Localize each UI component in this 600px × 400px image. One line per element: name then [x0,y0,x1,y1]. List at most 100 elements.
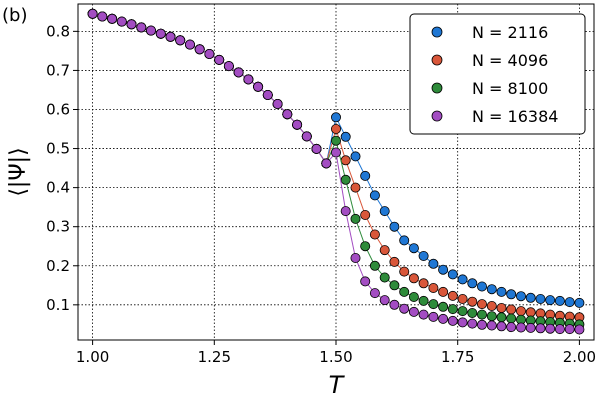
data-point [486,320,497,331]
series-4 [87,8,585,335]
data-point [282,109,293,120]
x-tick-label: 1.75 [441,348,474,366]
data-point [438,286,449,297]
y-tick-label: 0.7 [46,61,70,79]
data-point [379,245,390,256]
data-point [360,170,371,181]
data-point [223,61,234,72]
data-point [554,295,565,306]
data-point [516,322,527,333]
data-point [506,304,517,315]
data-point [486,311,497,322]
legend-box [409,13,586,135]
data-point [516,291,527,302]
data-point [467,307,478,318]
x-tick-label: 1.00 [76,348,109,366]
data-point [379,295,390,306]
y-tick-label: 0.4 [46,179,70,197]
data-point [506,289,517,300]
data-point [204,49,215,60]
data-point [399,286,410,297]
data-point [418,250,429,261]
legend-marker [431,26,443,38]
data-point [107,13,118,24]
x-axis-label: T [329,371,346,399]
data-point [467,278,478,289]
data-point [389,299,400,310]
data-point [457,293,468,304]
data-point [408,273,419,284]
y-tick-label: 0.8 [46,22,70,40]
y-tick-label: 0.6 [46,100,70,118]
data-point [379,272,390,283]
plot-area [87,8,585,335]
data-point [457,306,468,317]
data-point [428,299,439,310]
data-point [360,276,371,287]
legend-label: N = 16384 [472,107,558,126]
data-point [399,266,410,277]
data-point [350,151,361,162]
y-tick-label: 0.3 [46,218,70,236]
data-point [175,35,186,46]
data-point [476,309,487,320]
panel-label: (b) [2,5,27,26]
data-point [301,131,312,142]
data-point [272,99,283,110]
data-point [447,269,458,280]
data-point [369,288,380,299]
data-point [486,300,497,311]
data-point [564,297,575,308]
data-point [340,131,351,142]
data-point [447,315,458,326]
y-tick-label: 0.5 [46,140,70,158]
data-point [418,278,429,289]
data-point [330,147,341,158]
data-point [525,292,536,303]
x-tick-label: 2.00 [563,348,596,366]
data-point [253,81,264,92]
data-point [496,302,507,313]
x-tick-label: 1.50 [319,348,352,366]
data-point [476,299,487,310]
data-point [564,324,575,335]
data-point [340,174,351,185]
data-point [545,323,556,334]
data-point [506,313,517,324]
data-point [292,119,303,130]
data-point [350,182,361,193]
data-point [369,260,380,271]
legend-marker [431,110,443,122]
data-point [379,206,390,217]
data-point [506,322,517,333]
data-point [476,319,487,330]
legend-label: N = 4096 [472,51,548,70]
data-point [87,8,98,19]
data-point [330,135,341,146]
data-point [438,264,449,275]
data-point [165,31,176,42]
data-point [350,213,361,224]
data-point [214,54,225,65]
legend-label: N = 2116 [472,23,548,42]
data-point [350,252,361,263]
data-point [136,22,147,33]
data-point [233,67,244,78]
data-point [525,322,536,333]
x-tick-label: 1.25 [198,348,231,366]
data-point [194,44,205,55]
data-point [399,235,410,246]
data-point [438,313,449,324]
data-point [126,19,137,30]
legend: N = 2116 N = 4096 N = 8100 N = 16384 [409,13,586,135]
data-point [418,309,429,320]
data-point [311,143,322,154]
data-point [476,281,487,292]
y-tick-label: 0.1 [46,296,70,314]
data-point [340,155,351,166]
data-point [496,312,507,323]
data-point [389,256,400,267]
data-point [457,274,468,285]
data-point [360,209,371,220]
data-point [447,304,458,315]
